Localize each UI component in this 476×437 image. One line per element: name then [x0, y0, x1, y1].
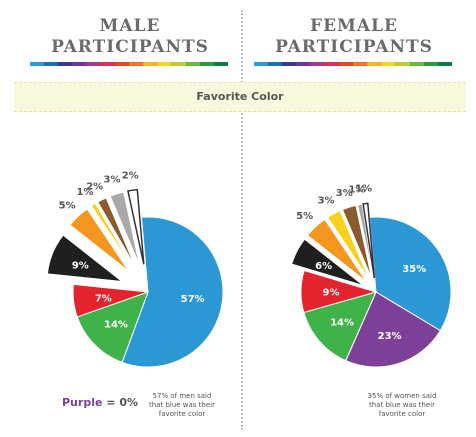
stripe-segment	[352, 62, 368, 66]
male-slice-label-orange: 5%	[59, 201, 76, 212]
female-slice-label-gray: 1%	[349, 185, 366, 196]
stripe-segment	[437, 62, 452, 66]
stripe-segment	[296, 62, 311, 66]
female-slice-label-green: 14%	[330, 318, 354, 329]
stripe-segment	[58, 62, 73, 66]
male-slice-label-black: 9%	[72, 261, 89, 272]
female-slice-label-blue: 35%	[402, 264, 426, 275]
stripe-segment	[72, 62, 87, 66]
male-slice-red	[72, 283, 149, 318]
favorite-color-band: Favorite Color	[14, 82, 466, 112]
female-slice-yellow	[326, 209, 370, 280]
female-slice-label-black: 6%	[315, 261, 332, 272]
female-caption-line-1: 35% of women said	[367, 392, 437, 400]
male-caption-line-2: that blue was their	[149, 401, 215, 409]
female-heading: FEMALE PARTICIPANTS	[254, 16, 454, 58]
center-divider	[241, 10, 243, 430]
female-slice-red	[300, 269, 378, 314]
female-slice-gray	[357, 203, 374, 279]
female-slice-brown	[341, 204, 373, 279]
female-slice-label-brown: 3%	[336, 188, 353, 199]
stripe-segment	[185, 62, 200, 66]
male-caption-line-3: favorite color	[158, 410, 206, 418]
color-stripe-male	[30, 62, 228, 66]
purple-word: Purple	[62, 396, 103, 409]
male-slice-gray	[109, 191, 141, 266]
stripe-segment	[128, 62, 144, 66]
male-slice-white	[127, 188, 145, 265]
female-slice-purple	[345, 291, 441, 368]
stripe-segment	[395, 62, 410, 66]
stripe-segment	[367, 62, 382, 66]
stripe-segment	[381, 62, 396, 66]
stripe-segment	[310, 62, 325, 66]
female-slice-label-purple: 23%	[378, 331, 402, 342]
stripe-segment	[30, 62, 45, 66]
male-slice-label-blue: 57%	[181, 294, 205, 305]
stripe-segment	[157, 62, 172, 66]
stripe-segment	[114, 62, 129, 66]
female-slice-green	[303, 291, 377, 362]
stripe-segment	[100, 62, 115, 66]
purple-value: = 0%	[102, 396, 138, 409]
female-slice-blue	[368, 216, 452, 332]
stripe-segment	[338, 62, 353, 66]
female-slice-label-yellow: 3%	[318, 196, 335, 207]
female-caption: 35% of women said that blue was their fa…	[362, 392, 442, 419]
male-slice-brown	[97, 197, 136, 268]
band-label: Favorite Color	[196, 90, 284, 103]
male-slice-label-gray: 3%	[104, 175, 121, 186]
color-stripe-female	[254, 62, 452, 66]
female-slice-label-red: 9%	[323, 288, 340, 299]
purple-note: Purple = 0%	[62, 396, 138, 409]
female-caption-line-3: favorite color	[378, 410, 426, 418]
stripe-segment	[282, 62, 297, 66]
male-slice-yellow	[90, 202, 134, 269]
female-slice-white	[362, 202, 376, 279]
stripe-segment	[324, 62, 339, 66]
stripe-segment	[254, 62, 269, 66]
male-slice-label-yellow: 1%	[76, 187, 93, 198]
stripe-segment	[86, 62, 101, 66]
stripe-segment	[143, 62, 158, 66]
male-slice-label-green: 14%	[104, 320, 128, 331]
male-pie-chart: 57%14%7%9%5%1%2%3% 2%	[46, 170, 224, 368]
female-slice-orange	[306, 218, 367, 283]
female-heading-line-2: PARTICIPANTS	[275, 37, 433, 57]
stripe-segment	[409, 62, 424, 66]
stripe-segment	[44, 62, 59, 66]
male-caption: 57% of men said that blue was their favo…	[142, 392, 222, 419]
male-slice-label-red: 7%	[95, 293, 112, 304]
male-slice-black	[46, 234, 124, 283]
female-heading-line-1: FEMALE	[310, 16, 398, 36]
female-slice-label-orange: 5%	[296, 211, 313, 222]
female-slice-label-white: 1%	[355, 184, 372, 195]
stripe-segment	[199, 62, 214, 66]
male-heading: MALE PARTICIPANTS	[30, 16, 230, 58]
stripe-segment	[213, 62, 228, 66]
male-slice-blue	[121, 216, 224, 368]
female-caption-line-2: that blue was their	[369, 401, 435, 409]
male-slice-orange	[69, 208, 130, 272]
male-heading-line-1: MALE	[99, 16, 161, 36]
male-slice-label-brown: 2%	[86, 182, 103, 193]
male-slice-green	[76, 291, 149, 364]
stripe-segment	[171, 62, 186, 66]
male-caption-line-1: 57% of men said	[152, 392, 212, 400]
stripe-segment	[423, 62, 438, 66]
female-slice-black	[291, 238, 364, 287]
male-heading-line-2: PARTICIPANTS	[51, 37, 209, 57]
female-pie-chart: 35%23%14%9%6%5%3%3%1%1%	[291, 184, 452, 368]
male-slice-label-white: 2%	[122, 170, 139, 181]
stripe-segment	[268, 62, 283, 66]
